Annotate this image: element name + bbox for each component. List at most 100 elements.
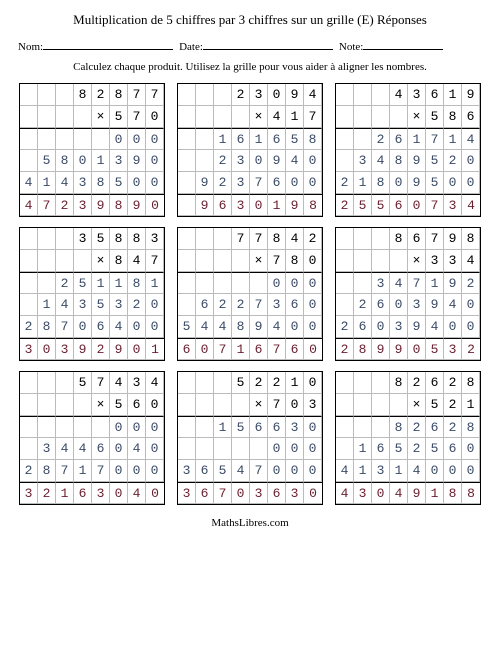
grid-cell [38, 128, 56, 150]
grid-cell: 3 [268, 294, 286, 316]
grid-cell: 4 [408, 460, 426, 482]
grid-cell: 6 [372, 294, 390, 316]
grid-cell: 3 [178, 460, 196, 482]
grid-cell [178, 272, 196, 294]
grid-cell [336, 84, 354, 106]
grid-cell: 7 [128, 106, 146, 128]
grid-cell: 1 [354, 438, 372, 460]
grid-cell: 3 [178, 482, 196, 504]
grid-cell: 3 [354, 150, 372, 172]
grid-cell [336, 250, 354, 272]
grid-cell: 4 [286, 228, 304, 250]
grid-cell [196, 438, 214, 460]
grid-cell [56, 106, 74, 128]
grid-cell: 6 [268, 128, 286, 150]
grid-cell: 0 [146, 194, 164, 216]
grid-cell: 0 [372, 482, 390, 504]
grid-cell [20, 228, 38, 250]
grid-cell: 7 [426, 194, 444, 216]
grid-cell: 4 [336, 460, 354, 482]
worksheet-page: Multiplication de 5 chiffres par 3 chiff… [0, 0, 500, 539]
grid-cell [178, 172, 196, 194]
grid-cell [178, 128, 196, 150]
grid-cell: 0 [128, 128, 146, 150]
grid-cell: 3 [128, 372, 146, 394]
grid-cell: 7 [214, 482, 232, 504]
grid-cell: 6 [214, 194, 232, 216]
grid-cell: 3 [354, 482, 372, 504]
grid-cell: 5 [426, 106, 444, 128]
grid-cell: 8 [390, 416, 408, 438]
grid-cell [214, 84, 232, 106]
grid-cell: 9 [426, 294, 444, 316]
grid-cell: 2 [250, 372, 268, 394]
note-line[interactable] [363, 38, 443, 50]
grid-cell [38, 394, 56, 416]
grid-cell: 8 [444, 106, 462, 128]
grid-cell: 0 [38, 338, 56, 360]
grid-cell: × [250, 106, 268, 128]
grid-cell: 5 [354, 194, 372, 216]
grid-cell: 1 [232, 338, 250, 360]
grid-cell: 4 [74, 438, 92, 460]
grid-cell [74, 416, 92, 438]
name-line[interactable] [43, 38, 173, 50]
grid-cell [20, 294, 38, 316]
grid-cell [20, 250, 38, 272]
grid-cell: × [92, 250, 110, 272]
grid-cell: 2 [232, 294, 250, 316]
grid-cell: 8 [354, 338, 372, 360]
grid-cell: 0 [462, 150, 480, 172]
grid-cell: 2 [214, 294, 232, 316]
grid-cell: × [250, 394, 268, 416]
grid-cell: 3 [286, 482, 304, 504]
grid-cell: 0 [268, 438, 286, 460]
grid-cell: 9 [92, 194, 110, 216]
date-line[interactable] [203, 38, 333, 50]
meta-row: Nom: Date: Note: [18, 38, 482, 53]
grid-cell: 0 [146, 394, 164, 416]
grid-cell: 8 [304, 128, 322, 150]
grid-cell: 8 [462, 228, 480, 250]
grid-cell: 1 [146, 272, 164, 294]
grid-cell: 0 [286, 460, 304, 482]
grid-cell: 1 [268, 194, 286, 216]
grid-cell: 2 [336, 338, 354, 360]
grid-cell: 9 [408, 150, 426, 172]
grid-cell [336, 438, 354, 460]
grid-cell: 6 [372, 438, 390, 460]
grid-cell: 6 [268, 482, 286, 504]
grid-cell: 2 [56, 272, 74, 294]
grid-cell: 0 [390, 294, 408, 316]
grid-cell [354, 106, 372, 128]
grid-cell [354, 228, 372, 250]
date-field: Date: [179, 38, 333, 53]
grid-cell [390, 106, 408, 128]
grid-cell: 6 [286, 338, 304, 360]
grid-cell: 4 [444, 294, 462, 316]
grid-cell [196, 416, 214, 438]
grid-cell [354, 416, 372, 438]
grid-cell: 4 [372, 150, 390, 172]
grid-cell [92, 416, 110, 438]
multiplication-grid: 86798×33434719226039402603940028990532 [335, 227, 481, 361]
grid-cell: 0 [444, 316, 462, 338]
grid-cell: 5 [92, 228, 110, 250]
grid-cell [390, 394, 408, 416]
grid-cell: 2 [336, 194, 354, 216]
grid-cell [56, 416, 74, 438]
grid-cell: 6 [74, 482, 92, 504]
grid-cell [232, 394, 250, 416]
multiplication-grid: 35883×84725118114353202870640030392901 [19, 227, 165, 361]
grid-cell [20, 150, 38, 172]
grid-cell [20, 272, 38, 294]
grid-cell: 5 [38, 150, 56, 172]
grid-cell [38, 106, 56, 128]
grid-cell: 6 [354, 316, 372, 338]
grid-cell: 1 [74, 460, 92, 482]
grid-cell: 8 [128, 272, 146, 294]
grid-cell: 4 [56, 438, 74, 460]
grid-cell [354, 250, 372, 272]
grid-cell: 8 [372, 172, 390, 194]
grid-cell: 4 [268, 316, 286, 338]
